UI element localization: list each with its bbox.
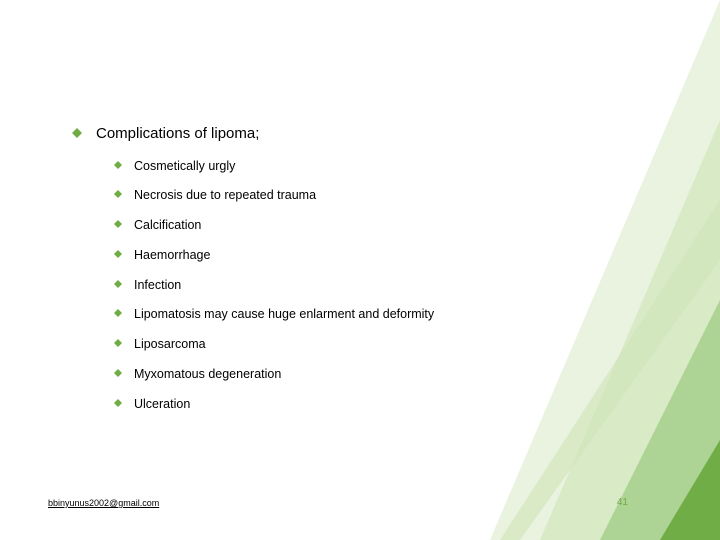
list-item: Calcification	[114, 217, 660, 233]
footer-page-number: 41	[617, 497, 628, 508]
diamond-bullet-icon	[114, 280, 122, 288]
list-item-text: Myxomatous degeneration	[134, 366, 281, 382]
list-item: Ulceration	[114, 396, 660, 412]
diamond-bullet-icon	[114, 190, 122, 198]
list-item: Liposarcoma	[114, 336, 660, 352]
diamond-bullet-icon	[114, 399, 122, 407]
list-item-text: Haemorrhage	[134, 247, 210, 263]
diamond-bullet-icon	[114, 309, 122, 317]
list-item: Myxomatous degeneration	[114, 366, 660, 382]
content-area: Complications of lipoma; Cosmetically ur…	[72, 124, 660, 425]
slide: Complications of lipoma; Cosmetically ur…	[0, 0, 720, 540]
list-item: Cosmetically urgly	[114, 158, 660, 174]
diamond-bullet-icon	[114, 250, 122, 258]
list-item-text: Liposarcoma	[134, 336, 206, 352]
list-item: Necrosis due to repeated trauma	[114, 187, 660, 203]
main-title-text: Complications of lipoma;	[96, 124, 259, 144]
list-item: Haemorrhage	[114, 247, 660, 263]
main-bullet-item: Complications of lipoma;	[72, 124, 660, 144]
diamond-bullet-icon	[114, 220, 122, 228]
list-item-text: Lipomatosis may cause huge enlarment and…	[134, 306, 434, 322]
list-item: Lipomatosis may cause huge enlarment and…	[114, 306, 660, 322]
list-item-text: Calcification	[134, 217, 201, 233]
diamond-bullet-icon	[114, 339, 122, 347]
diamond-bullet-icon	[114, 369, 122, 377]
list-item: Infection	[114, 277, 660, 293]
list-item-text: Necrosis due to repeated trauma	[134, 187, 316, 203]
sub-list: Cosmetically urgly Necrosis due to repea…	[114, 158, 660, 412]
list-item-text: Ulceration	[134, 396, 190, 412]
diamond-bullet-icon	[114, 161, 122, 169]
diamond-bullet-icon	[72, 128, 82, 138]
footer-email-link[interactable]: bbinyunus2002@gmail.com	[48, 498, 159, 508]
list-item-text: Infection	[134, 277, 181, 293]
list-item-text: Cosmetically urgly	[134, 158, 235, 174]
